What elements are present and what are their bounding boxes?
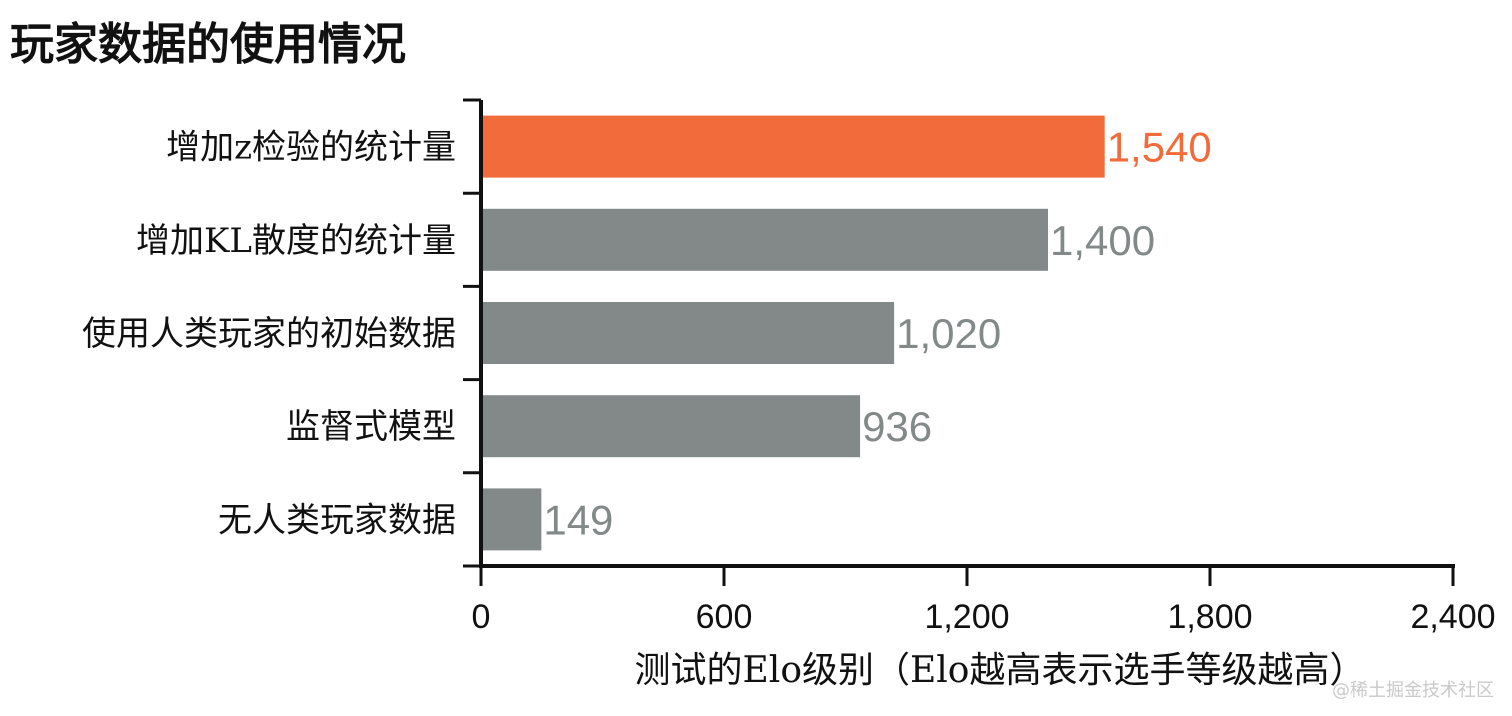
x-tick-label: 1,800 — [1167, 598, 1252, 636]
x-tick-label: 2,400 — [1410, 598, 1495, 636]
category-label: 增加KL散度的统计量 — [136, 221, 456, 261]
category-label: 无人类玩家数据 — [218, 500, 456, 540]
bar — [481, 302, 895, 364]
x-axis-label: 测试的Elo级别（Elo越高表示选手等级越高） — [635, 650, 1366, 691]
category-label: 使用人类玩家的初始数据 — [82, 314, 456, 354]
watermark: @稀土掘金技术社区 — [1332, 680, 1494, 701]
bar-value-label: 1,540 — [1107, 124, 1212, 171]
bar — [481, 488, 542, 551]
bar — [481, 395, 861, 458]
chart-title: 玩家数据的使用情况 — [10, 19, 406, 70]
bar-value-label: 1,020 — [896, 310, 1001, 357]
bar-value-label: 936 — [862, 403, 932, 450]
x-tick-label: 0 — [472, 598, 491, 636]
x-tick-label: 600 — [696, 598, 753, 636]
bar-value-label: 1,400 — [1050, 217, 1155, 264]
category-label: 监督式模型 — [286, 407, 456, 447]
category-label: 增加z检验的统计量 — [166, 128, 456, 168]
bar — [481, 208, 1048, 271]
x-tick-label: 1,200 — [924, 598, 1009, 636]
bar — [481, 115, 1105, 178]
bar-value-label: 149 — [543, 496, 613, 543]
